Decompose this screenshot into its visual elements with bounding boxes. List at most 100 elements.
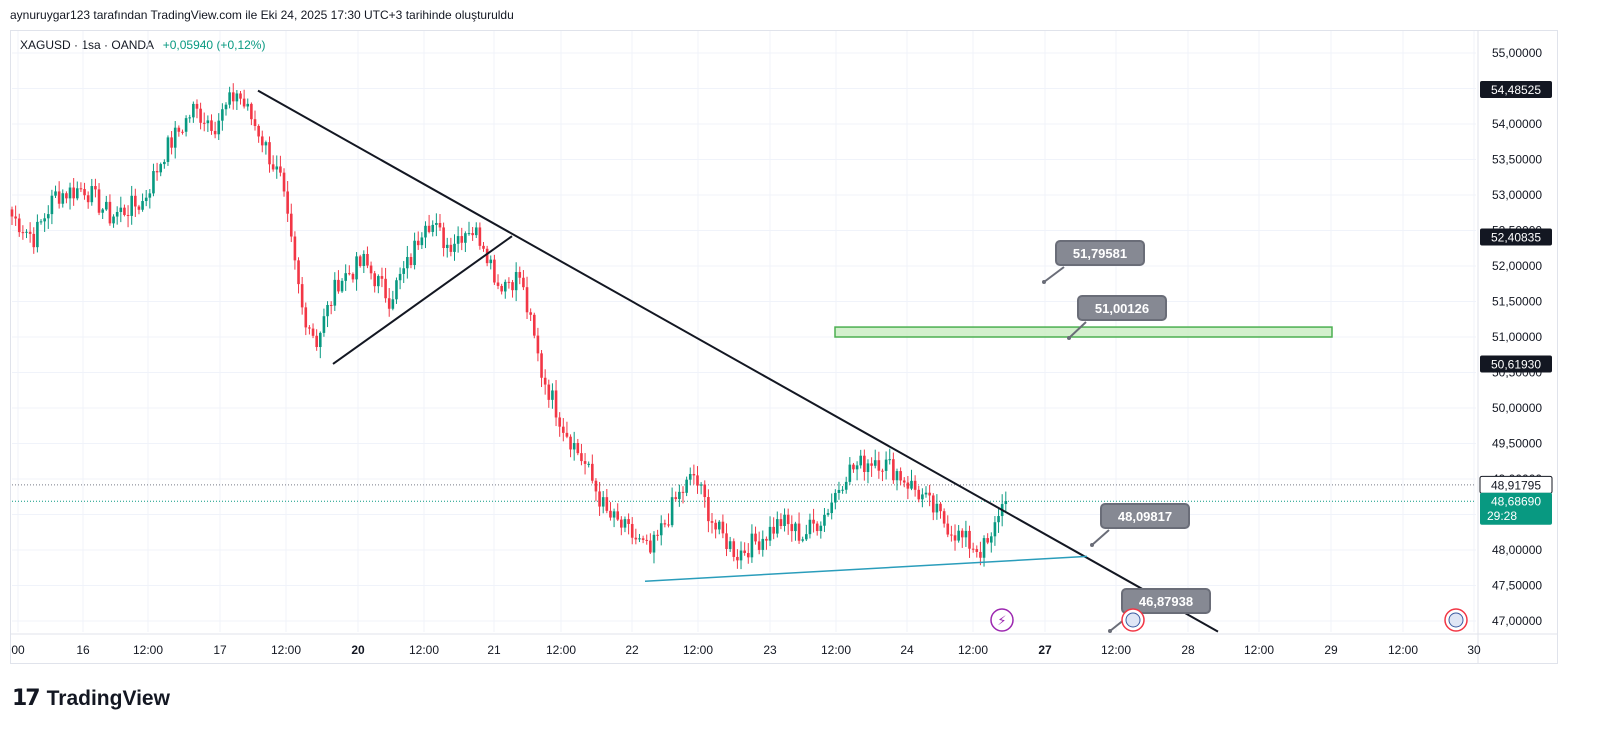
symbol-legend[interactable]: XAGUSD · 1sa · OANDA +0,05940 (+0,12%) [20, 38, 265, 52]
candle-body [192, 103, 195, 118]
candle-body [761, 538, 765, 550]
candle-body [431, 224, 435, 232]
candle-body [641, 538, 645, 540]
candle-body [202, 122, 206, 124]
candle-body [757, 541, 761, 550]
candle-body [736, 556, 739, 561]
x-tick-label: 20 [351, 643, 365, 657]
candle-body [464, 233, 467, 243]
channel-line [332, 235, 513, 365]
candle-body [772, 526, 775, 534]
candle-body [612, 511, 616, 518]
candle-body [946, 523, 950, 535]
candle-body [591, 463, 594, 481]
candle-body [86, 195, 90, 203]
candle-body [213, 130, 217, 135]
candle-body [358, 256, 362, 266]
candle-body [532, 314, 536, 336]
price-label: 48,91795 [1491, 478, 1541, 492]
candle-body [812, 519, 815, 524]
candle-body [823, 514, 826, 526]
candle-body [834, 492, 837, 503]
candle-body [786, 514, 790, 525]
chart-pane[interactable] [10, 30, 1558, 664]
candle-body [870, 463, 873, 466]
candle-body [416, 240, 420, 246]
candle-body [746, 553, 750, 558]
candle-body [714, 522, 717, 530]
candle-body [170, 137, 173, 148]
candle-body [576, 442, 580, 454]
candle-body [163, 161, 166, 165]
candle-body [253, 119, 257, 126]
candle-body [703, 484, 707, 498]
brand-name: TradingView [46, 686, 170, 710]
x-tick-label: 12:00 [1244, 643, 1274, 657]
candle-body [43, 218, 46, 222]
x-tick-label: 00 [11, 643, 25, 657]
candle-body [801, 539, 804, 541]
callout-box [1077, 295, 1167, 321]
candle-body [337, 279, 340, 292]
candle-body [478, 227, 482, 246]
candle-body [32, 233, 36, 248]
candle-body [322, 316, 326, 333]
candle-body [264, 142, 268, 146]
candle-body [496, 282, 500, 286]
x-tick-label: 22 [625, 643, 639, 657]
candle-body [380, 276, 384, 279]
candle-body [362, 253, 366, 266]
candle-body [460, 236, 464, 243]
callout-anchor [1108, 629, 1112, 633]
candle-body [750, 533, 754, 558]
candle-body [852, 464, 855, 470]
candle-body [231, 92, 235, 102]
callout-label: 48,09817 [1118, 509, 1172, 524]
price-label: 54,48525 [1491, 83, 1541, 97]
candle-body [456, 236, 460, 244]
candle-body [112, 216, 115, 224]
y-tick-label: 49,50000 [1492, 437, 1542, 451]
candle-body [369, 265, 373, 274]
candle-body [863, 455, 866, 473]
candle-body [355, 256, 358, 280]
candle-body [587, 463, 590, 465]
candle-body [572, 442, 576, 450]
candle-body [765, 538, 768, 541]
candle-body [500, 285, 503, 292]
candle-body [627, 519, 630, 524]
candle-body [645, 539, 649, 541]
candle-body [152, 171, 155, 194]
candle-body [304, 307, 308, 328]
callout-label: 51,00126 [1095, 301, 1149, 316]
candle-body [594, 480, 598, 492]
candle-body [471, 233, 474, 236]
countdown-label: 29:28 [1487, 509, 1517, 523]
candle-body [395, 280, 398, 300]
x-tick-label: 12:00 [409, 643, 439, 657]
candle-body [656, 534, 659, 536]
candle-body [311, 328, 315, 336]
candle-body [717, 521, 721, 530]
y-tick-label: 54,00000 [1492, 117, 1542, 131]
candle-body [239, 93, 242, 99]
candle-body [808, 519, 812, 535]
candle-body [413, 240, 416, 266]
candle-body [36, 221, 39, 248]
candle-body [562, 426, 565, 433]
candle-body [931, 495, 935, 513]
candle-body [605, 497, 609, 511]
candle-body [474, 227, 478, 236]
downtrend-line [257, 89, 1219, 633]
candle-body [638, 538, 641, 540]
x-tick-label: 12:00 [1388, 643, 1418, 657]
candle-body [119, 207, 123, 213]
candle-body [968, 530, 971, 549]
candle-body [580, 453, 583, 462]
candle-body [199, 108, 202, 123]
candle-body [979, 551, 982, 558]
price-label: 52,40835 [1491, 231, 1541, 245]
x-tick-label: 12:00 [133, 643, 163, 657]
x-tick-label: 16 [76, 643, 90, 657]
